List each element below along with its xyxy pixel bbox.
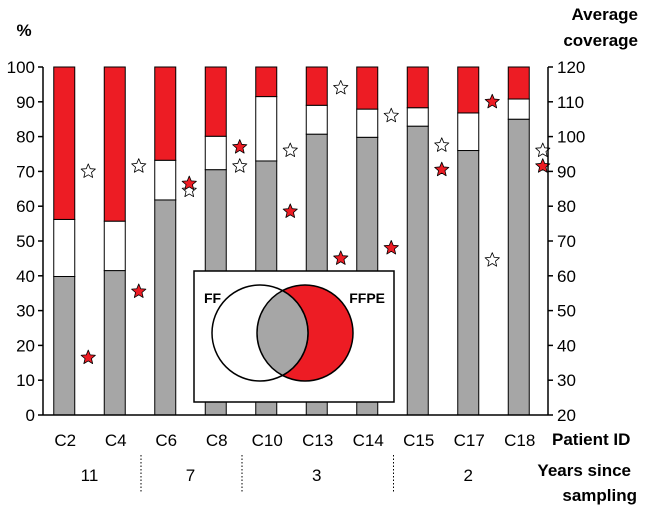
coverage-star-ff-c15 — [434, 137, 450, 152]
coverage-star-ff-c4 — [131, 158, 147, 173]
coverage-star-ffpe-c8 — [232, 139, 248, 154]
coverage-star-ffpe-c17 — [484, 93, 500, 109]
bar-segment-ff-only-c17 — [457, 112, 480, 152]
coverage-star-ff-c2 — [80, 163, 96, 178]
y-right-tick-label: 110 — [557, 93, 584, 112]
bar-segment-shared-c6 — [154, 199, 177, 416]
coverage-star-ffpe-c10 — [282, 203, 298, 218]
y-left-tick-label: 60 — [16, 197, 35, 216]
bar-segment-ff-only-c13 — [305, 104, 328, 135]
bar-segment-ff-only-c14 — [356, 108, 379, 138]
y-right-tick-label: 60 — [557, 267, 576, 286]
y-right-tick-label: 40 — [557, 336, 576, 355]
y-left-tick-label: 20 — [16, 336, 35, 355]
y-right-tick-label: 120 — [557, 58, 585, 77]
group-years-label: 7 — [186, 466, 195, 485]
x-tick-label: C18 — [504, 431, 535, 450]
bar-segment-shared-c18 — [507, 118, 530, 416]
x-tick-label: C17 — [454, 431, 485, 450]
x-tick-label: C6 — [155, 431, 177, 450]
group-years-label: 3 — [312, 466, 321, 485]
y-right-axis-label-line2: coverage — [563, 31, 638, 50]
y-left-tick-label: 100 — [7, 58, 35, 77]
x-tick-label: C14 — [353, 431, 384, 450]
y-left-axis-label: % — [16, 21, 31, 40]
bar-segment-ffpe-only-c2 — [53, 66, 76, 220]
x-tick-label: C8 — [206, 431, 228, 450]
y-right-tick-label: 90 — [557, 162, 576, 181]
bar-segment-ffpe-only-c14 — [356, 66, 379, 110]
y-right-tick-label: 70 — [557, 232, 576, 251]
y-left-tick-label: 80 — [16, 128, 35, 147]
bar-segment-ffpe-only-c8 — [204, 66, 227, 137]
coverage-star-ff-c10 — [282, 142, 298, 157]
y-left-tick-label: 50 — [16, 232, 35, 251]
group-years-label: 11 — [81, 466, 99, 485]
group-axis-label-line2: sampling — [562, 486, 637, 505]
y-right-tick-label: 30 — [557, 371, 576, 390]
coverage-star-ff-c13 — [333, 79, 349, 95]
y-left-tick-label: 70 — [16, 162, 35, 181]
x-tick-label: C10 — [252, 431, 283, 450]
coverage-star-ffpe-c14 — [383, 240, 399, 255]
y-right-axis-label-line1: Average — [572, 5, 638, 24]
coverage-star-ffpe-c4 — [131, 283, 147, 298]
bar-segment-ffpe-only-c13 — [305, 66, 328, 106]
y-right-tick-label: 100 — [557, 128, 585, 147]
coverage-star-ff-c14 — [383, 107, 399, 123]
coverage-star-ffpe-c13 — [333, 250, 349, 265]
legend-ffpe-label: FFPE — [349, 290, 385, 306]
coverage-star-ff-c8 — [232, 158, 248, 173]
group-axis-label-line1: Years since — [537, 461, 631, 480]
x-axis-labels: C2 C4 C6 C8 C10 C13 C14 C15 C17 C18 — [54, 431, 535, 450]
coverage-star-ffpe-c15 — [434, 161, 450, 177]
x-tick-label: C2 — [54, 431, 76, 450]
coverage-star-ff-c17 — [484, 252, 500, 267]
bar-segment-ff-only-c10 — [255, 96, 278, 162]
bar-segment-ff-only-c18 — [507, 98, 530, 120]
venn-overlap — [256, 289, 309, 377]
bar-segment-shared-c4 — [103, 270, 126, 416]
y-left-tick-label: 90 — [16, 93, 35, 112]
bar-segment-ffpe-only-c18 — [507, 66, 530, 100]
y-left-tick-label: 0 — [26, 406, 35, 425]
bar-segment-ffpe-only-c10 — [255, 66, 278, 98]
bar-segment-ff-only-c8 — [204, 135, 227, 171]
y-right-axis: 20 30 40 50 60 70 80 90 100 110 120 — [548, 58, 585, 425]
bar-segment-ffpe-only-c15 — [406, 66, 429, 109]
coverage-stars — [80, 79, 551, 365]
y-right-tick-label: 80 — [557, 197, 576, 216]
coverage-star-ffpe-c6 — [181, 175, 197, 191]
axes — [42, 67, 549, 416]
coverage-star-ffpe-c2 — [80, 349, 96, 365]
y-left-tick-label: 40 — [16, 267, 35, 286]
x-tick-label: C15 — [403, 431, 434, 450]
y-right-tick-label: 50 — [557, 302, 576, 321]
bar-segment-ffpe-only-c6 — [154, 66, 177, 161]
bar-segment-ffpe-only-c17 — [457, 66, 480, 114]
venn-legend: FF FFPE — [193, 270, 395, 403]
bar-segment-shared-c15 — [406, 125, 429, 416]
y-right-tick-label: 20 — [557, 406, 576, 425]
y-left-tick-label: 10 — [16, 371, 35, 390]
year-groups: 11 7 3 2 — [81, 455, 473, 493]
y-left-tick-label: 30 — [16, 302, 35, 321]
bar-segment-ff-only-c2 — [53, 218, 76, 277]
bar-segment-ff-only-c6 — [154, 159, 177, 201]
group-years-label: 2 — [464, 466, 473, 485]
bar-segment-shared-c2 — [53, 275, 76, 416]
legend-ff-label: FF — [204, 290, 222, 306]
coverage-star-ff-c6 — [181, 182, 197, 198]
x-tick-label: C4 — [105, 431, 127, 450]
y-left-axis: 0 10 20 30 40 50 60 70 80 90 100 — [7, 58, 43, 425]
bar-segment-ff-only-c15 — [406, 107, 429, 127]
bar-segment-ff-only-c4 — [103, 220, 126, 272]
bar-segment-shared-c17 — [457, 150, 480, 416]
x-tick-label: C13 — [302, 431, 333, 450]
bar-segment-ffpe-only-c4 — [103, 66, 126, 222]
x-axis-label: Patient ID — [552, 430, 630, 449]
